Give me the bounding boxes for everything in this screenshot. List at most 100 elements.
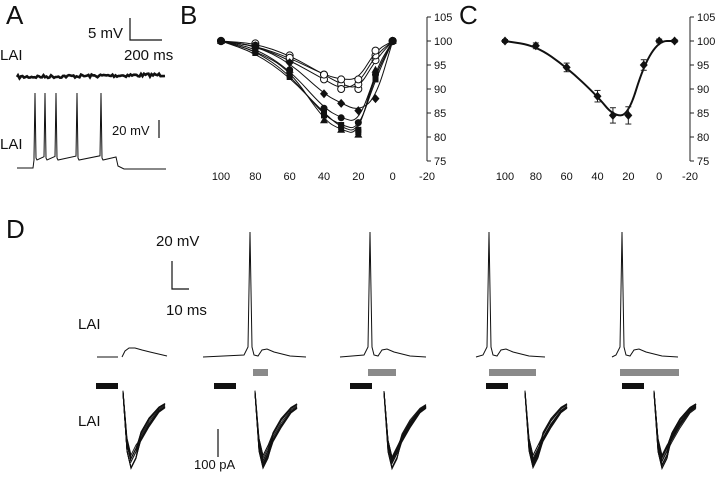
spike-trace	[475, 231, 546, 358]
data-point	[372, 76, 379, 83]
baseline-current	[486, 383, 508, 389]
baseline-current	[350, 383, 372, 389]
data-point	[217, 37, 225, 44]
data-point	[337, 125, 346, 133]
stimulus-bar	[489, 369, 536, 376]
series-line	[220, 40, 394, 121]
data-point	[593, 91, 602, 101]
data-point	[562, 62, 571, 72]
y-tick-label: 105	[697, 12, 715, 24]
current-sweep	[524, 390, 568, 457]
current-sweep	[653, 393, 697, 470]
panel-d-traces	[96, 231, 697, 471]
data-point	[655, 36, 664, 46]
x-tick-label: 60	[284, 171, 296, 183]
series-line	[220, 40, 394, 133]
data-point	[320, 89, 328, 99]
spike-trace	[611, 231, 679, 358]
panel-a-trace-label-bottom: LAI	[0, 136, 23, 153]
x-tick-label: 20	[622, 171, 634, 183]
current-sweep	[383, 391, 427, 459]
series-line	[504, 40, 675, 117]
stimulus-bar	[620, 369, 679, 376]
y-tick-label: 80	[434, 132, 446, 144]
panel-d-voltage-scale: 20 mV	[156, 233, 200, 250]
panel-a-spiking-trace	[17, 92, 166, 170]
panel-a-trace-label-top: LAI	[0, 47, 23, 64]
y-tick-label: 85	[434, 108, 446, 120]
current-sweep	[653, 390, 697, 457]
y-tick-label: 85	[697, 108, 709, 120]
data-point	[337, 114, 345, 122]
data-point	[639, 60, 648, 70]
y-tick-label: 75	[697, 156, 709, 168]
stimulus-bar	[368, 369, 396, 376]
data-point	[608, 110, 617, 120]
y-tick-label: 90	[697, 84, 709, 96]
current-sweep	[383, 391, 427, 459]
current-sweep	[122, 393, 166, 470]
data-point	[670, 36, 679, 46]
panel-a-time-scale: 200 ms	[124, 47, 174, 64]
y-tick-label: 90	[434, 84, 446, 96]
data-point	[501, 36, 509, 46]
current-sweep	[122, 390, 166, 457]
data-point	[320, 70, 328, 79]
data-point	[624, 110, 633, 120]
data-point	[285, 65, 294, 73]
panel-a-voltage-scale-bottom: 20 mV	[112, 123, 150, 138]
series-line	[220, 40, 394, 131]
data-point	[371, 46, 380, 55]
panel-label-d: D	[6, 214, 25, 244]
x-tick-label: -20	[682, 171, 698, 183]
panel-label-c: C	[459, 0, 478, 30]
data-point	[337, 98, 346, 108]
x-tick-label: 100	[212, 171, 230, 183]
data-point	[337, 75, 346, 84]
x-tick-label: 80	[530, 171, 542, 183]
x-tick-label: -20	[419, 171, 435, 183]
x-tick-label: 40	[591, 171, 603, 183]
x-tick-label: 40	[318, 171, 330, 183]
data-point	[321, 110, 327, 116]
data-point	[320, 104, 328, 112]
y-tick-label: 105	[434, 12, 452, 24]
current-sweep	[524, 393, 568, 469]
data-point	[286, 74, 293, 80]
y-tick-label: 95	[697, 60, 709, 72]
panel-d-scale-bar	[171, 261, 189, 290]
x-tick-label: 80	[249, 171, 261, 183]
panel-d-trace-label-voltage: LAI	[78, 316, 101, 333]
data-point	[388, 37, 397, 44]
voltage-trace	[97, 347, 168, 358]
data-point	[371, 65, 380, 73]
data-point	[251, 46, 260, 54]
data-point	[531, 41, 540, 51]
current-sweep	[383, 390, 427, 459]
data-point	[354, 75, 363, 84]
panel-a-scale-bar-top	[129, 18, 162, 41]
x-tick-label: 60	[561, 171, 573, 183]
series-line	[220, 40, 394, 129]
x-tick-label: 100	[496, 171, 514, 183]
data-point	[354, 130, 363, 138]
spike-trace	[202, 231, 307, 358]
panel-d-time-scale: 10 ms	[166, 302, 207, 319]
chart-b: 105 100 95 90 85 80 75 100 80 60 40 20 0 -20	[212, 12, 453, 183]
chart-c: 105 100 95 90 85 80 75 100 80 60 40 20 0 -20	[496, 12, 716, 183]
baseline-current	[622, 383, 644, 389]
baseline-current	[96, 383, 118, 389]
panel-label-b: B	[180, 0, 198, 30]
y-tick-label: 80	[697, 132, 709, 144]
x-tick-label: 0	[390, 171, 396, 183]
panel-d-trace-label-current: LAI	[78, 413, 101, 430]
current-sweep	[524, 390, 568, 457]
y-tick-label: 95	[434, 60, 446, 72]
data-point	[285, 58, 294, 68]
current-sweep	[254, 390, 298, 457]
stimulus-bar	[253, 369, 268, 376]
x-tick-label: 0	[656, 171, 662, 183]
x-tick-label: 20	[352, 171, 364, 183]
panel-d-current-scale: 100 pA	[194, 457, 236, 472]
